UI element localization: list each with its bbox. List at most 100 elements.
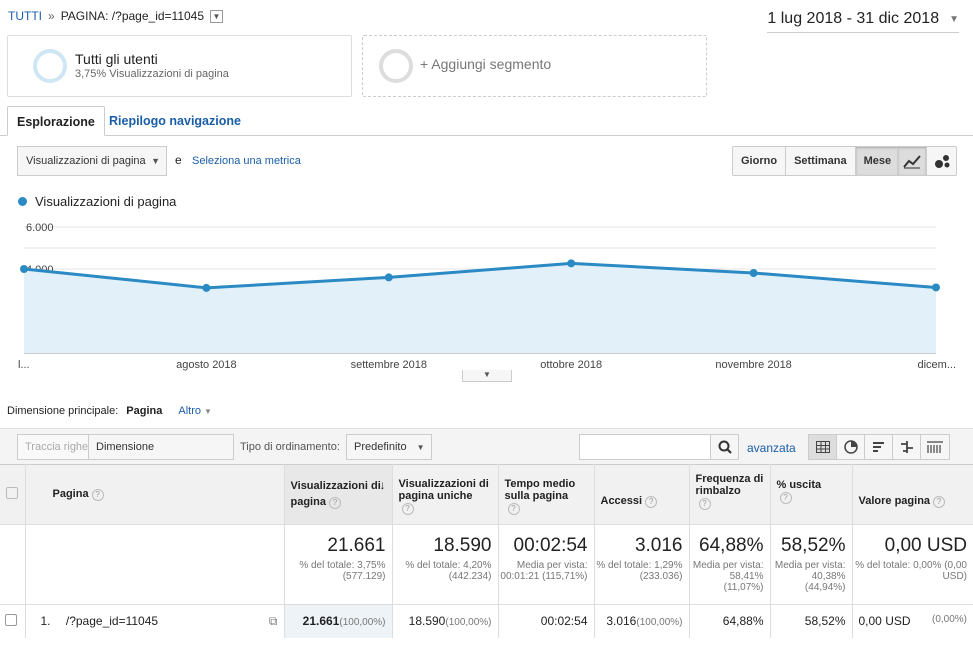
dimension-current[interactable]: Pagina — [126, 405, 163, 417]
track-rows-button[interactable]: Traccia righe — [17, 434, 97, 460]
segment-all-users[interactable]: Tutti gli utenti 3,75% Visualizzazioni d… — [7, 35, 352, 97]
column-header-accessi[interactable]: Accessi? — [594, 464, 690, 525]
advanced-filter-link[interactable]: avanzata — [747, 441, 796, 455]
time-granularity-group: Giorno Settimana Mese — [732, 146, 901, 176]
total-cell: 00:02:54 Media per vista: 00:01:21 (115,7… — [498, 524, 595, 605]
motion-chart-button[interactable] — [927, 147, 956, 175]
column-header-visualizzazioni-uniche[interactable]: Visualizzazioni di pagina uniche? — [392, 464, 499, 525]
grid-table-icon — [815, 441, 830, 453]
breadcrumb-root-link[interactable]: TUTTI — [8, 9, 42, 23]
total-cell: 0,00 USD% del totale: 0,00% (0,00 USD) — [852, 524, 973, 605]
select-metric-link[interactable]: Seleziona una metrica — [192, 155, 301, 167]
x-tick-label: ottobre 2018 — [540, 359, 602, 371]
week-button[interactable]: Settimana — [786, 147, 856, 175]
metric-select-value: Visualizzazioni di pagina — [26, 155, 146, 167]
view-comparison-button[interactable] — [893, 435, 921, 459]
column-header-tempo-medio[interactable]: Tempo medio sulla pagina? — [498, 464, 595, 525]
month-button[interactable]: Mese — [855, 147, 900, 175]
pivot-icon — [927, 441, 943, 453]
pie-chart-icon — [843, 440, 858, 454]
chevron-down-icon: ▼ — [151, 156, 160, 166]
comparison-icon — [900, 441, 913, 453]
dimension-row: Dimensione principale: Pagina Altro ▼ — [7, 405, 212, 417]
total-cell: 18.590% del totale: 4,20% (442.234) — [392, 524, 499, 605]
help-icon: ? — [645, 496, 658, 508]
row-index: 1. — [40, 614, 51, 628]
tab-esplorazione[interactable]: Esplorazione — [7, 106, 105, 136]
help-icon: ? — [933, 496, 946, 508]
search-icon — [718, 440, 732, 454]
help-icon: ? — [698, 498, 711, 510]
help-icon: ? — [328, 497, 341, 509]
breadcrumb-page-label: PAGINA: /?page_id=11045 — [60, 9, 205, 23]
view-percentage-button[interactable] — [837, 435, 865, 459]
add-segment-button[interactable]: + Aggiungi segmento — [362, 35, 707, 97]
x-tick-label: novembre 2018 — [715, 359, 791, 371]
segment-ring-icon — [33, 49, 67, 83]
view-performance-button[interactable] — [865, 435, 893, 459]
data-point[interactable] — [567, 259, 576, 268]
total-cell: 58,52% Media per vista: 40,38% (44,94%) — [770, 524, 853, 605]
data-point[interactable] — [202, 283, 211, 292]
search-button[interactable] — [710, 435, 738, 459]
data-point[interactable] — [20, 265, 28, 273]
segment-subtitle: 3,75% Visualizzazioni di pagina — [75, 68, 229, 80]
total-cell: 64,88% Media per vista: 58,41% (11,07%) — [689, 524, 771, 605]
metric-select[interactable]: Visualizzazioni di pagina ▼ — [17, 146, 167, 176]
row-page-cell: 1. /?page_id=11045 ⧉ — [25, 604, 285, 638]
and-label: e — [175, 153, 182, 167]
view-data-button[interactable] — [809, 435, 837, 459]
data-point[interactable] — [384, 273, 393, 282]
help-icon: ? — [401, 503, 414, 515]
total-cell: 3.016% del totale: 1,29% (233.036) — [594, 524, 690, 605]
chart-type-group — [897, 146, 957, 176]
series-line — [23, 261, 937, 290]
breadcrumb-separator: » — [48, 9, 55, 23]
data-point[interactable] — [932, 283, 940, 292]
column-header-visualizzazioni[interactable]: Visualizzazioni di pagina? ↓ — [284, 464, 393, 525]
bubble-chart-icon — [934, 155, 949, 168]
add-segment-label: + Aggiungi segmento — [420, 56, 552, 72]
x-tick-label: dicem... — [917, 359, 956, 371]
help-icon: ? — [779, 492, 792, 504]
x-tick-label: l... — [18, 359, 30, 371]
row-checkbox[interactable] — [5, 614, 17, 626]
legend-series-name: Visualizzazioni di pagina — [35, 194, 177, 209]
day-button[interactable]: Giorno — [733, 147, 787, 175]
date-range-picker[interactable]: 1 lug 2018 - 31 dic 2018 ▼ — [767, 10, 959, 33]
column-header-pagina[interactable]: Pagina? — [25, 464, 285, 525]
select-all-checkbox[interactable] — [6, 487, 18, 499]
table-search-input[interactable] — [579, 434, 739, 460]
secondary-dimension-select[interactable]: Dimensione secondaria▼ — [88, 434, 234, 477]
column-header-rimbalzo[interactable]: Frequenza di rimbalzo? — [689, 464, 771, 525]
row-page-link[interactable]: /?page_id=11045 — [65, 614, 159, 628]
sort-type-value: Predefinito — [354, 441, 407, 453]
chart-legend: Visualizzazioni di pagina — [18, 194, 176, 209]
data-point[interactable] — [749, 268, 758, 277]
tab-riepilogo-navigazione[interactable]: Riepilogo navigazione — [109, 114, 241, 128]
line-chart-button[interactable] — [898, 147, 927, 175]
column-header-valore-pagina[interactable]: Valore pagina? — [852, 464, 973, 525]
breadcrumb-dropdown-icon[interactable]: ▼ — [210, 9, 224, 23]
sort-type-label: Tipo di ordinamento: — [240, 441, 340, 453]
table-totals-row: 21.661% del totale: 3,75% (577.129) 18.5… — [0, 524, 973, 605]
segment-ring-icon — [379, 49, 413, 83]
open-page-icon[interactable]: ⧉ — [268, 614, 278, 628]
legend-dot-icon — [18, 197, 27, 206]
collapse-chart-handle[interactable]: ▼ — [462, 370, 512, 382]
chevron-down-icon: ▼ — [949, 13, 959, 25]
sort-arrow-icon: ↓ — [379, 478, 386, 492]
dimension-other-dropdown[interactable]: Altro ▼ — [178, 405, 212, 417]
breadcrumb: TUTTI » PAGINA: /?page_id=11045 ▼ — [8, 9, 224, 23]
segment-title: Tutti gli utenti — [75, 51, 158, 67]
help-icon: ? — [91, 489, 104, 501]
table-header-row: Pagina? Visualizzazioni di pagina? ↓ Visu… — [0, 464, 973, 525]
help-icon: ? — [507, 503, 520, 515]
column-header-uscita[interactable]: % uscita? — [770, 464, 853, 525]
chevron-down-icon: ▼ — [416, 443, 425, 452]
dimension-other-label: Altro — [178, 405, 201, 417]
table-row: 1. /?page_id=11045 ⧉ 21.661(100,00%) 18.… — [0, 604, 973, 638]
view-pivot-button[interactable] — [921, 435, 949, 459]
sort-type-select[interactable]: Predefinito ▼ — [346, 434, 432, 460]
